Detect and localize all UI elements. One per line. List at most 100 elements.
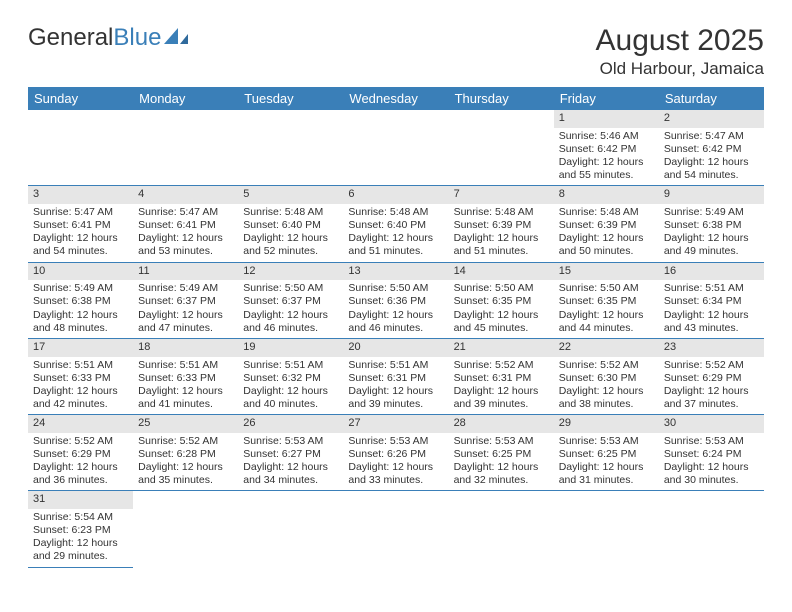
sunrise-text: Sunrise: 5:53 AM: [559, 435, 654, 448]
logo-sail-icon: [164, 28, 190, 46]
month-title: August 2025: [596, 24, 764, 57]
sunset-text: Sunset: 6:38 PM: [664, 219, 759, 232]
calendar-cell: 9Sunrise: 5:49 AMSunset: 6:38 PMDaylight…: [659, 186, 764, 262]
daylight-text: Daylight: 12 hours and 46 minutes.: [243, 309, 338, 335]
sunset-text: Sunset: 6:24 PM: [664, 448, 759, 461]
day-body: Sunrise: 5:53 AMSunset: 6:24 PMDaylight:…: [659, 433, 764, 491]
calendar-cell: 24Sunrise: 5:52 AMSunset: 6:29 PMDayligh…: [28, 415, 133, 491]
daylight-text: Daylight: 12 hours and 54 minutes.: [33, 232, 128, 258]
day-number: 20: [343, 339, 448, 357]
day-body: Sunrise: 5:48 AMSunset: 6:40 PMDaylight:…: [238, 204, 343, 262]
sunrise-text: Sunrise: 5:52 AM: [559, 359, 654, 372]
sunrise-text: Sunrise: 5:51 AM: [243, 359, 338, 372]
day-body: Sunrise: 5:49 AMSunset: 6:37 PMDaylight:…: [133, 280, 238, 338]
sunrise-text: Sunrise: 5:52 AM: [138, 435, 233, 448]
day-body: Sunrise: 5:52 AMSunset: 6:31 PMDaylight:…: [449, 357, 554, 415]
sunset-text: Sunset: 6:42 PM: [559, 143, 654, 156]
calendar-cell: 2 Sunrise: 5:47 AMSunset: 6:42 PMDaylight…: [659, 110, 764, 186]
sunset-text: Sunset: 6:36 PM: [348, 295, 443, 308]
sunset-text: Sunset: 6:31 PM: [454, 372, 549, 385]
day-number: 30: [659, 415, 764, 433]
calendar-body: 1Sunrise: 5:46 AMSunset: 6:42 PMDaylight…: [28, 110, 764, 567]
day-header: Tuesday: [238, 87, 343, 110]
daylight-text: Daylight: 12 hours and 29 minutes.: [33, 537, 128, 563]
daylight-text: Daylight: 12 hours and 30 minutes.: [664, 461, 759, 487]
calendar-cell: [133, 110, 238, 186]
day-body: Sunrise: 5:51 AMSunset: 6:32 PMDaylight:…: [238, 357, 343, 415]
sunset-text: Sunset: 6:27 PM: [243, 448, 338, 461]
sunset-text: Sunset: 6:33 PM: [33, 372, 128, 385]
day-number: 6: [343, 186, 448, 204]
sunset-text: Sunset: 6:29 PM: [33, 448, 128, 461]
sunrise-text: Sunrise: 5:47 AM: [138, 206, 233, 219]
calendar-cell: 3Sunrise: 5:47 AMSunset: 6:41 PMDaylight…: [28, 186, 133, 262]
calendar-cell: 15Sunrise: 5:50 AMSunset: 6:35 PMDayligh…: [554, 262, 659, 338]
sunrise-text: Sunrise: 5:51 AM: [664, 282, 759, 295]
sunrise-text: Sunrise: 5:50 AM: [559, 282, 654, 295]
day-body: Sunrise: 5:51 AMSunset: 6:34 PMDaylight:…: [659, 280, 764, 338]
sunrise-text: Sunrise: 5:51 AM: [138, 359, 233, 372]
calendar-week: 10Sunrise: 5:49 AMSunset: 6:38 PMDayligh…: [28, 262, 764, 338]
day-body: Sunrise: 5:54 AMSunset: 6:23 PMDaylight:…: [28, 509, 133, 567]
daylight-text: Daylight: 12 hours and 38 minutes.: [559, 385, 654, 411]
sunset-text: Sunset: 6:26 PM: [348, 448, 443, 461]
daylight-text: Daylight: 12 hours and 39 minutes.: [348, 385, 443, 411]
sunset-text: Sunset: 6:37 PM: [138, 295, 233, 308]
day-body: Sunrise: 5:47 AMSunset: 6:41 PMDaylight:…: [28, 204, 133, 262]
day-number: 2: [659, 110, 764, 128]
sunset-text: Sunset: 6:40 PM: [243, 219, 338, 232]
sunset-text: Sunset: 6:37 PM: [243, 295, 338, 308]
daylight-text: Daylight: 12 hours and 43 minutes.: [664, 309, 759, 335]
daylight-text: Daylight: 12 hours and 36 minutes.: [33, 461, 128, 487]
day-header: Thursday: [449, 87, 554, 110]
daylight-text: Daylight: 12 hours and 50 minutes.: [559, 232, 654, 258]
daylight-text: Daylight: 12 hours and 41 minutes.: [138, 385, 233, 411]
daylight-text: Daylight: 12 hours and 44 minutes.: [559, 309, 654, 335]
sunset-text: Sunset: 6:34 PM: [664, 295, 759, 308]
calendar-cell: 19Sunrise: 5:51 AMSunset: 6:32 PMDayligh…: [238, 338, 343, 414]
day-header: Sunday: [28, 87, 133, 110]
sunset-text: Sunset: 6:31 PM: [348, 372, 443, 385]
daylight-text: Daylight: 12 hours and 37 minutes.: [664, 385, 759, 411]
daylight-text: Daylight: 12 hours and 54 minutes.: [664, 156, 759, 182]
day-number: 26: [238, 415, 343, 433]
day-body: Sunrise: 5:51 AMSunset: 6:33 PMDaylight:…: [133, 357, 238, 415]
day-number: 3: [28, 186, 133, 204]
calendar-cell: 29Sunrise: 5:53 AMSunset: 6:25 PMDayligh…: [554, 415, 659, 491]
calendar-cell: 18Sunrise: 5:51 AMSunset: 6:33 PMDayligh…: [133, 338, 238, 414]
calendar-cell: [554, 491, 659, 567]
calendar-cell: [343, 491, 448, 567]
sunrise-text: Sunrise: 5:50 AM: [454, 282, 549, 295]
day-body: Sunrise: 5:53 AMSunset: 6:26 PMDaylight:…: [343, 433, 448, 491]
sunset-text: Sunset: 6:35 PM: [559, 295, 654, 308]
calendar-cell: 5Sunrise: 5:48 AMSunset: 6:40 PMDaylight…: [238, 186, 343, 262]
day-number: 8: [554, 186, 659, 204]
day-number: 22: [554, 339, 659, 357]
daylight-text: Daylight: 12 hours and 42 minutes.: [33, 385, 128, 411]
day-body: Sunrise: 5:49 AMSunset: 6:38 PMDaylight:…: [28, 280, 133, 338]
sunrise-text: Sunrise: 5:49 AM: [33, 282, 128, 295]
sunset-text: Sunset: 6:42 PM: [664, 143, 759, 156]
calendar-cell: 6Sunrise: 5:48 AMSunset: 6:40 PMDaylight…: [343, 186, 448, 262]
sunrise-text: Sunrise: 5:48 AM: [559, 206, 654, 219]
day-body: Sunrise: 5:48 AMSunset: 6:39 PMDaylight:…: [554, 204, 659, 262]
calendar-cell: 12Sunrise: 5:50 AMSunset: 6:37 PMDayligh…: [238, 262, 343, 338]
day-number: 14: [449, 263, 554, 281]
day-number: 25: [133, 415, 238, 433]
sunrise-text: Sunrise: 5:47 AM: [664, 130, 759, 143]
calendar-cell: 8Sunrise: 5:48 AMSunset: 6:39 PMDaylight…: [554, 186, 659, 262]
sunrise-text: Sunrise: 5:51 AM: [33, 359, 128, 372]
sunset-text: Sunset: 6:29 PM: [664, 372, 759, 385]
calendar-cell: 10Sunrise: 5:49 AMSunset: 6:38 PMDayligh…: [28, 262, 133, 338]
day-number: 29: [554, 415, 659, 433]
day-body: Sunrise: 5:53 AMSunset: 6:25 PMDaylight:…: [554, 433, 659, 491]
sunset-text: Sunset: 6:39 PM: [454, 219, 549, 232]
day-number: 19: [238, 339, 343, 357]
sunrise-text: Sunrise: 5:48 AM: [454, 206, 549, 219]
calendar-cell: 1Sunrise: 5:46 AMSunset: 6:42 PMDaylight…: [554, 110, 659, 186]
day-header: Saturday: [659, 87, 764, 110]
day-number: 21: [449, 339, 554, 357]
day-number: 17: [28, 339, 133, 357]
sunset-text: Sunset: 6:40 PM: [348, 219, 443, 232]
daylight-text: Daylight: 12 hours and 53 minutes.: [138, 232, 233, 258]
